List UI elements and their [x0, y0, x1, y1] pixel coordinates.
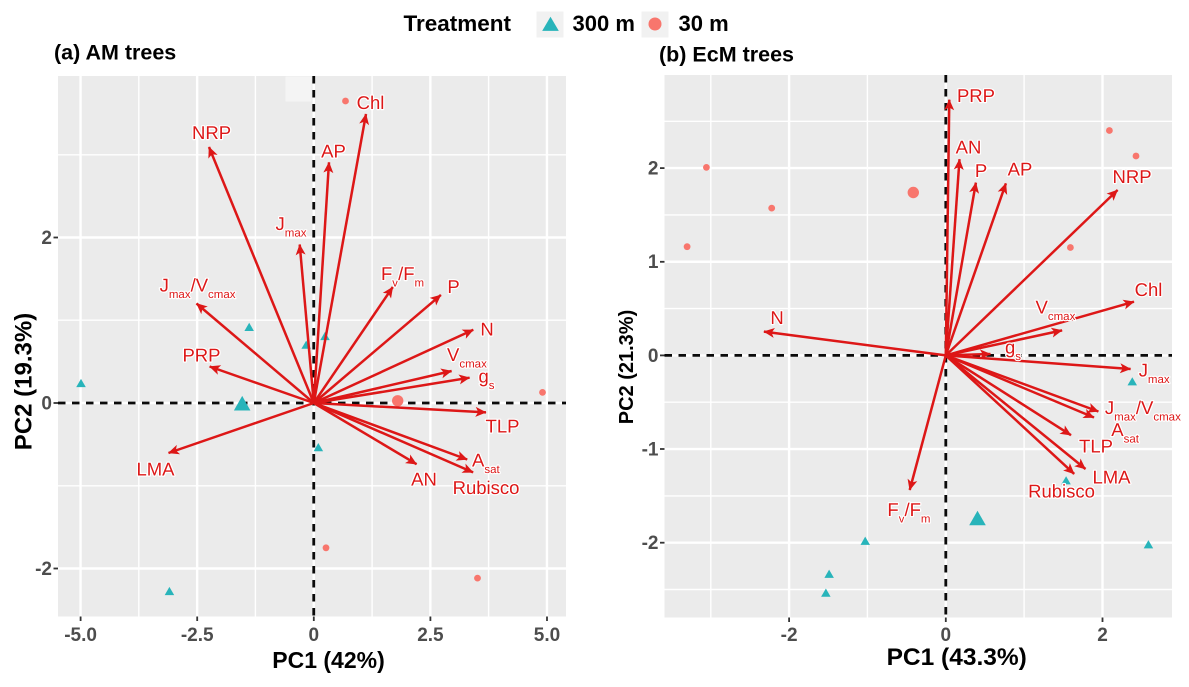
svg-text:N: N — [770, 307, 783, 328]
svg-text:NRP: NRP — [192, 122, 231, 143]
svg-text:PRP: PRP — [182, 344, 220, 365]
svg-text:Rubisco: Rubisco — [453, 477, 520, 498]
svg-text:0: 0 — [648, 346, 659, 367]
svg-text:2: 2 — [1097, 625, 1108, 646]
svg-text:Fv/Fm: Fv/Fm — [381, 263, 424, 290]
svg-text:TLP: TLP — [1079, 435, 1113, 456]
svg-text:AP: AP — [1008, 158, 1033, 179]
svg-text:LMA: LMA — [136, 458, 175, 479]
svg-text:AN: AN — [956, 136, 982, 157]
svg-text:Asat: Asat — [472, 450, 501, 477]
svg-text:PRP: PRP — [957, 85, 995, 106]
svg-text:gs: gs — [478, 366, 494, 393]
svg-text:-5.0: -5.0 — [64, 625, 97, 646]
svg-text:Asat: Asat — [1111, 419, 1140, 446]
svg-text:Jmax/Vcmax: Jmax/Vcmax — [160, 275, 236, 302]
svg-text:2.5: 2.5 — [417, 625, 444, 646]
svg-text:300 m: 300 m — [573, 11, 635, 36]
svg-text:0: 0 — [309, 625, 320, 646]
svg-text:Chl: Chl — [1135, 279, 1163, 300]
svg-text:-2: -2 — [35, 559, 52, 580]
svg-text:Jmax: Jmax — [1139, 360, 1170, 387]
svg-text:PC1 (42%): PC1 (42%) — [272, 647, 384, 673]
svg-text:Rubisco: Rubisco — [1028, 480, 1095, 501]
svg-text:P: P — [447, 276, 459, 297]
svg-text:(a) AM trees: (a) AM trees — [54, 41, 176, 65]
svg-text:0: 0 — [941, 625, 952, 646]
svg-text:-1: -1 — [642, 440, 659, 461]
svg-text:Fv/Fm: Fv/Fm — [887, 499, 930, 526]
svg-text:1: 1 — [648, 252, 659, 273]
svg-text:2: 2 — [41, 228, 52, 249]
svg-text:Jmax: Jmax — [275, 213, 306, 240]
svg-text:AP: AP — [321, 140, 346, 161]
svg-text:30 m: 30 m — [679, 11, 729, 36]
svg-text:0: 0 — [41, 394, 52, 415]
svg-text:N: N — [480, 318, 493, 339]
svg-text:2: 2 — [648, 159, 659, 180]
svg-text:Chl: Chl — [357, 92, 385, 113]
svg-text:PC1 (43.3%): PC1 (43.3%) — [887, 644, 1027, 671]
svg-text:gs: gs — [1005, 337, 1021, 364]
svg-text:(b) EcM trees: (b) EcM trees — [659, 43, 794, 67]
svg-text:Vcmax: Vcmax — [1035, 297, 1075, 324]
svg-text:-2.5: -2.5 — [181, 625, 214, 646]
svg-text:Jmax/Vcmax: Jmax/Vcmax — [1105, 397, 1181, 424]
svg-text:Vcmax: Vcmax — [447, 344, 487, 371]
svg-text:PC2 (21.3%): PC2 (21.3%) — [616, 310, 638, 425]
svg-text:-2: -2 — [781, 625, 798, 646]
svg-text:-2: -2 — [642, 533, 659, 554]
svg-text:NRP: NRP — [1112, 166, 1151, 187]
svg-text:TLP: TLP — [486, 415, 520, 436]
svg-text:Treatment: Treatment — [404, 11, 512, 36]
svg-text:5.0: 5.0 — [534, 625, 560, 646]
svg-text:AN: AN — [411, 468, 437, 489]
svg-text:P: P — [975, 160, 987, 181]
svg-text:LMA: LMA — [1092, 466, 1131, 487]
svg-text:PC2 (19.3%): PC2 (19.3%) — [11, 313, 38, 450]
